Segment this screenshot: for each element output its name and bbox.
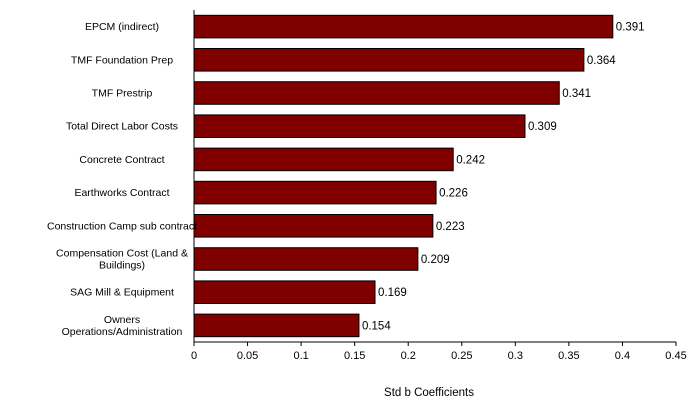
bar bbox=[193, 48, 585, 72]
x-tick-label: 0.35 bbox=[558, 350, 579, 362]
data-label: 0.364 bbox=[587, 55, 616, 67]
x-tick-label: 0.1 bbox=[293, 350, 308, 362]
category-label: Compensation Cost (Land & Buildings) bbox=[56, 248, 188, 272]
bar bbox=[193, 280, 376, 304]
category-label: EPCM (indirect) bbox=[85, 21, 159, 33]
category-label: Total Direct Labor Costs bbox=[66, 121, 178, 133]
bar bbox=[193, 147, 454, 172]
x-tick-label: 0.25 bbox=[451, 350, 472, 362]
bar bbox=[193, 214, 434, 238]
category-label: Owners Operations/Administration bbox=[62, 314, 183, 338]
bar bbox=[193, 247, 419, 271]
data-label: 0.209 bbox=[421, 254, 450, 266]
category-label: TMF Foundation Prep bbox=[71, 54, 173, 66]
category-label: SAG Mill & Equipment bbox=[70, 287, 174, 299]
x-tick-label: 0.4 bbox=[615, 350, 630, 362]
x-tick-label: 0.3 bbox=[508, 350, 523, 362]
data-label: 0.242 bbox=[456, 154, 485, 166]
bar bbox=[193, 81, 560, 105]
bar bbox=[193, 14, 614, 39]
data-label: 0.341 bbox=[562, 88, 591, 100]
bar bbox=[193, 180, 437, 205]
category-label: Earthworks Contract bbox=[74, 187, 169, 199]
bar bbox=[193, 114, 526, 138]
category-label: Construction Camp sub contract bbox=[47, 220, 197, 232]
x-tick-label: 0.2 bbox=[401, 350, 416, 362]
x-axis-ticks: 0 0.05 0.1 0.15 0.2 0.25 0.3 0.35 0.4 0.45 bbox=[191, 342, 687, 362]
data-label: 0.226 bbox=[439, 188, 468, 200]
category-label: Concrete Contract bbox=[79, 154, 164, 166]
x-tick-label: 0 bbox=[191, 350, 197, 362]
x-tick-label: 0.05 bbox=[237, 350, 258, 362]
x-tick-label: 0.15 bbox=[344, 350, 365, 362]
data-labels: 0.391 0.364 0.341 0.309 0.242 0.226 0.223 0.209… bbox=[362, 22, 645, 333]
category-labels: EPCM (indirect) TMF Foundation Prep TMF Pr… bbox=[47, 21, 197, 338]
bar bbox=[193, 313, 360, 338]
data-label: 0.154 bbox=[362, 320, 391, 332]
data-label: 0.309 bbox=[528, 121, 557, 133]
data-label: 0.169 bbox=[378, 287, 407, 299]
data-label: 0.391 bbox=[616, 22, 645, 34]
x-axis-title: Std b Coefficients bbox=[384, 387, 474, 399]
data-label: 0.223 bbox=[436, 221, 465, 233]
x-tick-label: 0.45 bbox=[665, 350, 686, 362]
category-label: TMF Prestrip bbox=[92, 88, 153, 100]
